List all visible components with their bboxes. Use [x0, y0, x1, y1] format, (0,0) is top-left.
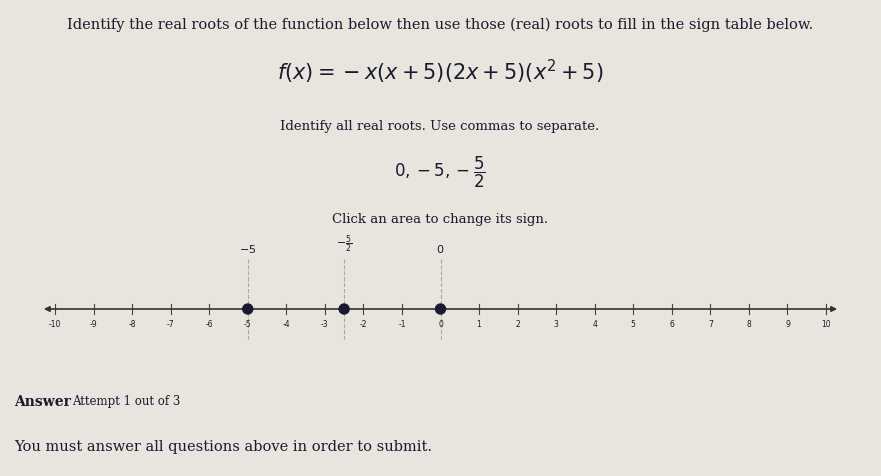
Text: -5: -5 — [244, 319, 252, 328]
Text: 4: 4 — [592, 319, 597, 328]
Text: 3: 3 — [554, 319, 559, 328]
Text: 6: 6 — [670, 319, 674, 328]
Text: -8: -8 — [129, 319, 136, 328]
Text: Answer: Answer — [14, 394, 70, 408]
Text: -6: -6 — [205, 319, 213, 328]
Circle shape — [339, 304, 349, 314]
Circle shape — [435, 304, 446, 314]
Text: Click an area to change its sign.: Click an area to change its sign. — [332, 213, 548, 226]
Text: 2: 2 — [515, 319, 520, 328]
Text: 5: 5 — [631, 319, 636, 328]
Text: 7: 7 — [708, 319, 713, 328]
Text: Identify the real roots of the function below then use those (real) roots to fil: Identify the real roots of the function … — [67, 18, 813, 32]
Text: -1: -1 — [398, 319, 405, 328]
Text: $-\frac{5}{2}$: $-\frac{5}{2}$ — [336, 233, 352, 255]
Text: -7: -7 — [167, 319, 174, 328]
Text: $0$: $0$ — [436, 242, 445, 255]
Text: 10: 10 — [821, 319, 831, 328]
Text: 9: 9 — [785, 319, 790, 328]
Text: Attempt 1 out of 3: Attempt 1 out of 3 — [72, 394, 181, 407]
Text: -10: -10 — [48, 319, 61, 328]
Text: -3: -3 — [321, 319, 329, 328]
Text: $0, -5, -\dfrac{5}{2}$: $0, -5, -\dfrac{5}{2}$ — [394, 155, 485, 190]
Circle shape — [243, 304, 253, 314]
Text: 8: 8 — [746, 319, 751, 328]
Text: -2: -2 — [359, 319, 367, 328]
Text: 0: 0 — [438, 319, 443, 328]
Text: You must answer all questions above in order to submit.: You must answer all questions above in o… — [14, 439, 432, 453]
Text: -9: -9 — [90, 319, 98, 328]
Text: 1: 1 — [477, 319, 481, 328]
Text: Identify all real roots. Use commas to separate.: Identify all real roots. Use commas to s… — [280, 120, 600, 133]
Text: $-5$: $-5$ — [239, 242, 256, 255]
Text: $f(x) = -x(x+5)(2x+5)(x^2+5)$: $f(x) = -x(x+5)(2x+5)(x^2+5)$ — [277, 58, 603, 86]
Text: -4: -4 — [283, 319, 290, 328]
